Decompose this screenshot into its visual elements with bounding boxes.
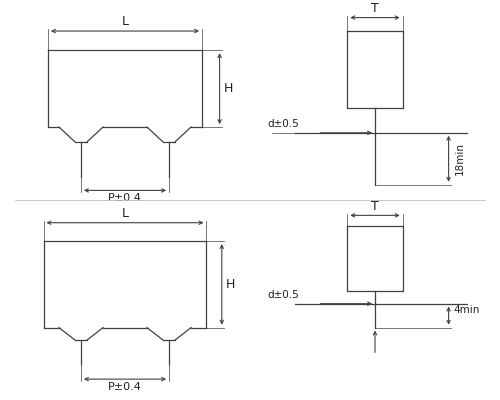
Text: 4min: 4min bbox=[453, 305, 479, 315]
Text: L: L bbox=[122, 207, 128, 220]
Text: d±0.5: d±0.5 bbox=[267, 290, 298, 300]
Text: P±0.4: P±0.4 bbox=[108, 193, 142, 203]
Text: T: T bbox=[371, 2, 379, 15]
Text: H: H bbox=[226, 278, 235, 291]
Text: H: H bbox=[224, 82, 234, 95]
Text: L: L bbox=[122, 15, 128, 28]
Text: T: T bbox=[371, 200, 379, 212]
Text: d±0.5: d±0.5 bbox=[267, 119, 298, 129]
Text: 18min: 18min bbox=[454, 142, 464, 175]
Text: P±0.4: P±0.4 bbox=[108, 382, 142, 392]
